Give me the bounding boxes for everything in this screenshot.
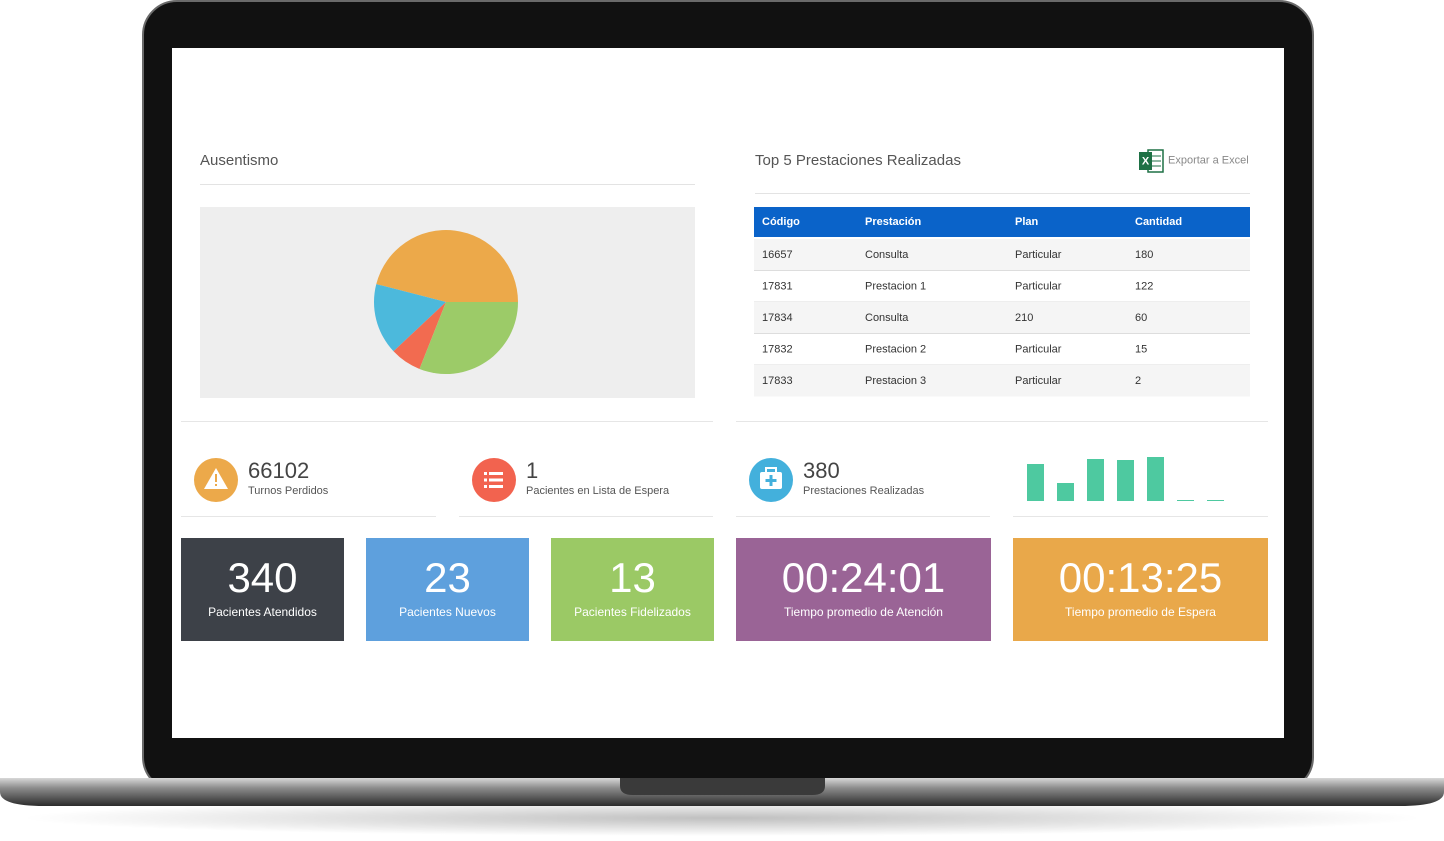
table-cell: 17833 xyxy=(762,375,793,387)
table-cell: Prestacion 2 xyxy=(865,343,926,355)
pie-slice xyxy=(419,302,518,374)
kpi-value: 00:13:25 xyxy=(1059,554,1223,601)
kpi-tile xyxy=(366,538,529,641)
table-cell: Prestacion 1 xyxy=(865,280,926,292)
spark-bar xyxy=(1027,464,1044,501)
table-row-bg xyxy=(754,239,1250,271)
stat-icon xyxy=(472,458,516,502)
stat-value: 66102 xyxy=(248,458,309,483)
table-header-cell: Plan xyxy=(1015,216,1039,228)
kpi-label: Pacientes Nuevos xyxy=(399,605,496,619)
stat-value: 1 xyxy=(526,458,538,483)
kpi-tile xyxy=(551,538,714,641)
panel-title: Ausentismo xyxy=(200,152,278,169)
table-cell: Particular xyxy=(1015,375,1062,387)
kpi-tile xyxy=(736,538,991,641)
table-cell: Consulta xyxy=(865,249,909,261)
table-cell: Particular xyxy=(1015,280,1062,292)
table-header xyxy=(754,207,1250,237)
table-cell: 60 xyxy=(1135,312,1147,324)
stat-value: 380 xyxy=(803,458,840,483)
spark-bar xyxy=(1087,459,1104,501)
pie-slice xyxy=(374,284,446,352)
kpi-tile xyxy=(1013,538,1268,641)
kpi-value: 340 xyxy=(227,554,297,601)
table-cell: Prestacion 3 xyxy=(865,375,926,387)
spark-bar xyxy=(1207,500,1224,501)
kpi-value: 23 xyxy=(424,554,471,601)
kpi-label: Tiempo promedio de Atención xyxy=(784,605,943,619)
svg-text:X: X xyxy=(1142,155,1150,167)
pie-slice xyxy=(376,230,518,302)
notch xyxy=(620,778,825,795)
table-cell: 180 xyxy=(1135,249,1153,261)
table-cell: 2 xyxy=(1135,375,1141,387)
table-cell: Particular xyxy=(1015,249,1062,261)
kpi-tile xyxy=(181,538,344,641)
table-cell: Consulta xyxy=(865,312,909,324)
table-row-bg xyxy=(754,365,1250,397)
table-header-cell: Código xyxy=(762,216,800,228)
table-cell: Particular xyxy=(1015,343,1062,355)
table-cell: 15 xyxy=(1135,343,1147,355)
table-row-bg xyxy=(754,302,1250,334)
stat-label: Pacientes en Lista de Espera xyxy=(526,485,670,497)
table-cell: 17831 xyxy=(762,280,793,292)
spark-bar xyxy=(1147,457,1164,501)
kpi-label: Pacientes Fidelizados xyxy=(574,605,691,619)
stat-label: Prestaciones Realizadas xyxy=(803,485,925,497)
table-header-cell: Prestación xyxy=(865,216,922,228)
panel-title: Top 5 Prestaciones Realizadas xyxy=(755,152,961,169)
table-header-cell: Cantidad xyxy=(1135,216,1182,228)
table-cell: 16657 xyxy=(762,249,793,261)
table-cell: 210 xyxy=(1015,312,1033,324)
excel-icon[interactable]: X xyxy=(1139,149,1164,173)
table-cell: 17832 xyxy=(762,343,793,355)
kpi-value: 00:24:01 xyxy=(782,554,946,601)
pie-slice xyxy=(393,302,446,369)
export-link[interactable]: Exportar a Excel xyxy=(1168,154,1249,166)
kpi-label: Tiempo promedio de Espera xyxy=(1065,605,1216,619)
shadow xyxy=(22,800,1422,836)
stat-icon xyxy=(194,458,238,502)
stat-icon xyxy=(749,458,793,502)
spark-bar xyxy=(1057,483,1074,501)
kpi-value: 13 xyxy=(609,554,656,601)
stat-label: Turnos Perdidos xyxy=(248,485,329,497)
table-cell: 17834 xyxy=(762,312,793,324)
spark-bar xyxy=(1117,460,1134,501)
spark-bar xyxy=(1177,500,1194,501)
kpi-label: Pacientes Atendidos xyxy=(208,605,317,619)
table-cell: 122 xyxy=(1135,280,1153,292)
